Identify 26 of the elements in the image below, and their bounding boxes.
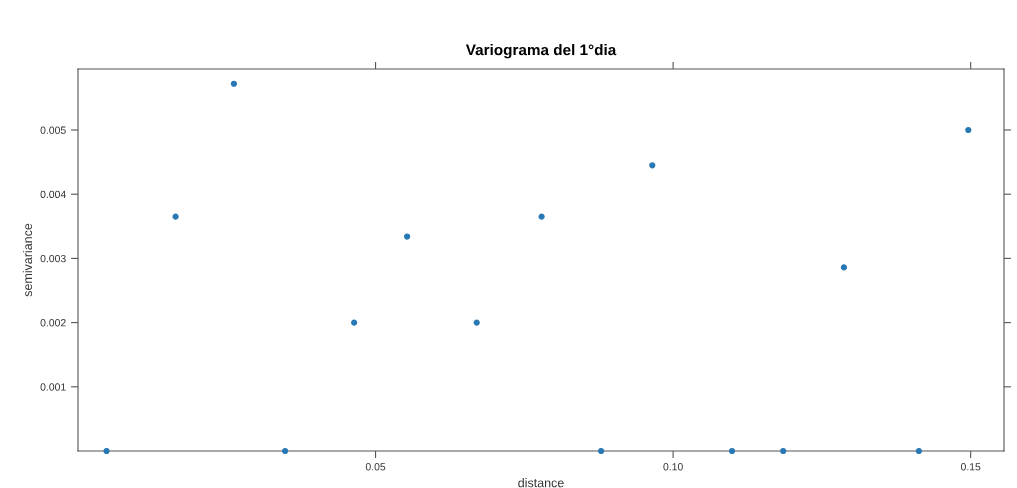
- y-tick-label: 0.004: [40, 190, 66, 199]
- x-axis-title: distance: [518, 478, 564, 488]
- point: [915, 447, 922, 455]
- y-axis-title: semivariance: [22, 223, 33, 297]
- point: [840, 264, 848, 271]
- point: [473, 319, 480, 326]
- point: [538, 213, 545, 220]
- y-tick-label: 0.005: [40, 126, 66, 134]
- point: [351, 319, 358, 326]
- point: [230, 80, 238, 87]
- point: [403, 233, 411, 240]
- y-tick-label: 0.002: [40, 319, 66, 327]
- point: [103, 447, 110, 455]
- x-tick-label: 0.05: [365, 463, 386, 471]
- point: [780, 447, 787, 455]
- x-tick-label: 0.15: [960, 463, 981, 471]
- point: [649, 162, 656, 169]
- point: [598, 447, 605, 455]
- point: [965, 126, 972, 134]
- chart-title: Variograma del 1°dia: [465, 44, 617, 59]
- x-tick-label: 0.10: [663, 463, 683, 471]
- point: [728, 447, 736, 455]
- point: [281, 447, 289, 455]
- point: [172, 213, 179, 220]
- y-tick-label: 0.001: [40, 383, 66, 391]
- y-tick-label: 0.003: [40, 254, 66, 263]
